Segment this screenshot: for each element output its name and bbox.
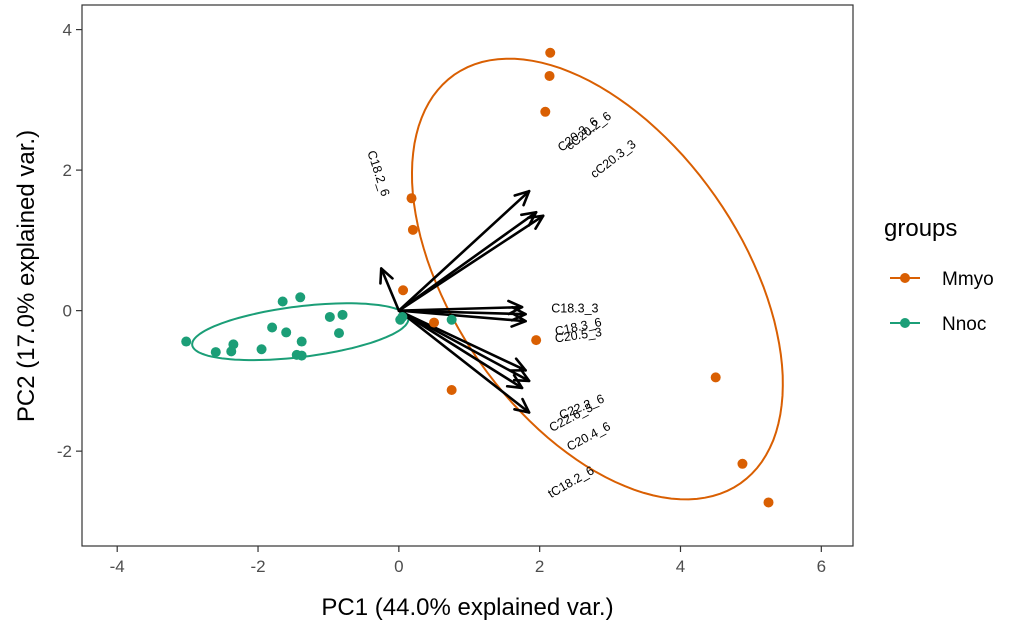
point-nnoc: [446, 314, 457, 325]
loading-arrow: [397, 309, 524, 390]
point-nnoc: [397, 311, 408, 322]
y-axis-title: PC2 (17.0% explained var.): [13, 130, 40, 422]
point-mmyo: [545, 47, 556, 58]
point-nnoc: [334, 328, 344, 339]
x-tick-label: -2: [250, 557, 265, 576]
point-nnoc: [296, 336, 307, 347]
point-mmyo: [446, 385, 457, 396]
point-nnoc: [226, 346, 237, 357]
point-mmyo: [406, 193, 417, 204]
ellipse-nnoc: [191, 302, 410, 362]
y-tick-label: -2: [57, 442, 72, 461]
loading-arrow: [397, 309, 531, 414]
point-mmyo: [737, 458, 748, 469]
point-mmyo: [540, 106, 551, 117]
loading-arrow: [397, 309, 531, 383]
point-nnoc: [267, 322, 278, 333]
x-axis-title: PC1 (44.0% explained var.): [321, 594, 613, 621]
y-tick-label: 2: [63, 161, 72, 180]
loading-arrow: [397, 189, 531, 312]
legend-label: Mmyo: [942, 269, 994, 290]
x-tick-label: 2: [535, 557, 544, 576]
loading-arrow: [379, 267, 401, 312]
legend-label: Nnoc: [942, 314, 986, 335]
y-tick-label: 0: [63, 302, 72, 321]
x-tick-label: 4: [676, 557, 685, 576]
x-tick-label: -4: [110, 557, 125, 576]
point-mmyo: [710, 372, 721, 383]
point-nnoc: [296, 350, 307, 361]
point-nnoc: [256, 344, 267, 355]
loading-arrow-layer: [379, 189, 545, 414]
point-nnoc: [324, 311, 335, 322]
x-tick-label: 6: [817, 557, 826, 576]
legend: groups Mmyo Nnoc: [884, 215, 994, 335]
point-nnoc: [295, 292, 306, 303]
point-mmyo: [763, 497, 774, 508]
point-nnoc: [337, 309, 348, 320]
point-nnoc: [181, 336, 192, 347]
point-nnoc: [210, 347, 221, 358]
legend-entry-nnoc: Nnoc: [890, 314, 986, 335]
loading-label: C20.5_3: [554, 325, 603, 345]
y-tick-label: 4: [63, 21, 72, 40]
point-mmyo: [531, 335, 542, 346]
ellipse-mmyo: [410, 57, 784, 501]
point-mmyo: [398, 285, 409, 296]
point-layer: [181, 47, 774, 508]
point-mmyo: [544, 70, 555, 81]
point-mmyo: [429, 317, 440, 328]
x-tick-label: 0: [394, 557, 403, 576]
point-mmyo: [407, 224, 418, 235]
legend-entry-mmyo: Mmyo: [890, 269, 994, 290]
point-nnoc: [281, 327, 292, 338]
ellipse-layer: [191, 57, 784, 501]
loading-arrow: [397, 214, 545, 312]
point-nnoc: [277, 296, 288, 307]
axes-layer: -4 -2 0 2 4 6 -2 0 2 4: [57, 21, 826, 576]
legend-title: groups: [884, 215, 957, 242]
loading-label: C18.3_3: [551, 302, 598, 316]
plot-panel: [81, 4, 854, 547]
loading-arrow: [397, 305, 527, 322]
